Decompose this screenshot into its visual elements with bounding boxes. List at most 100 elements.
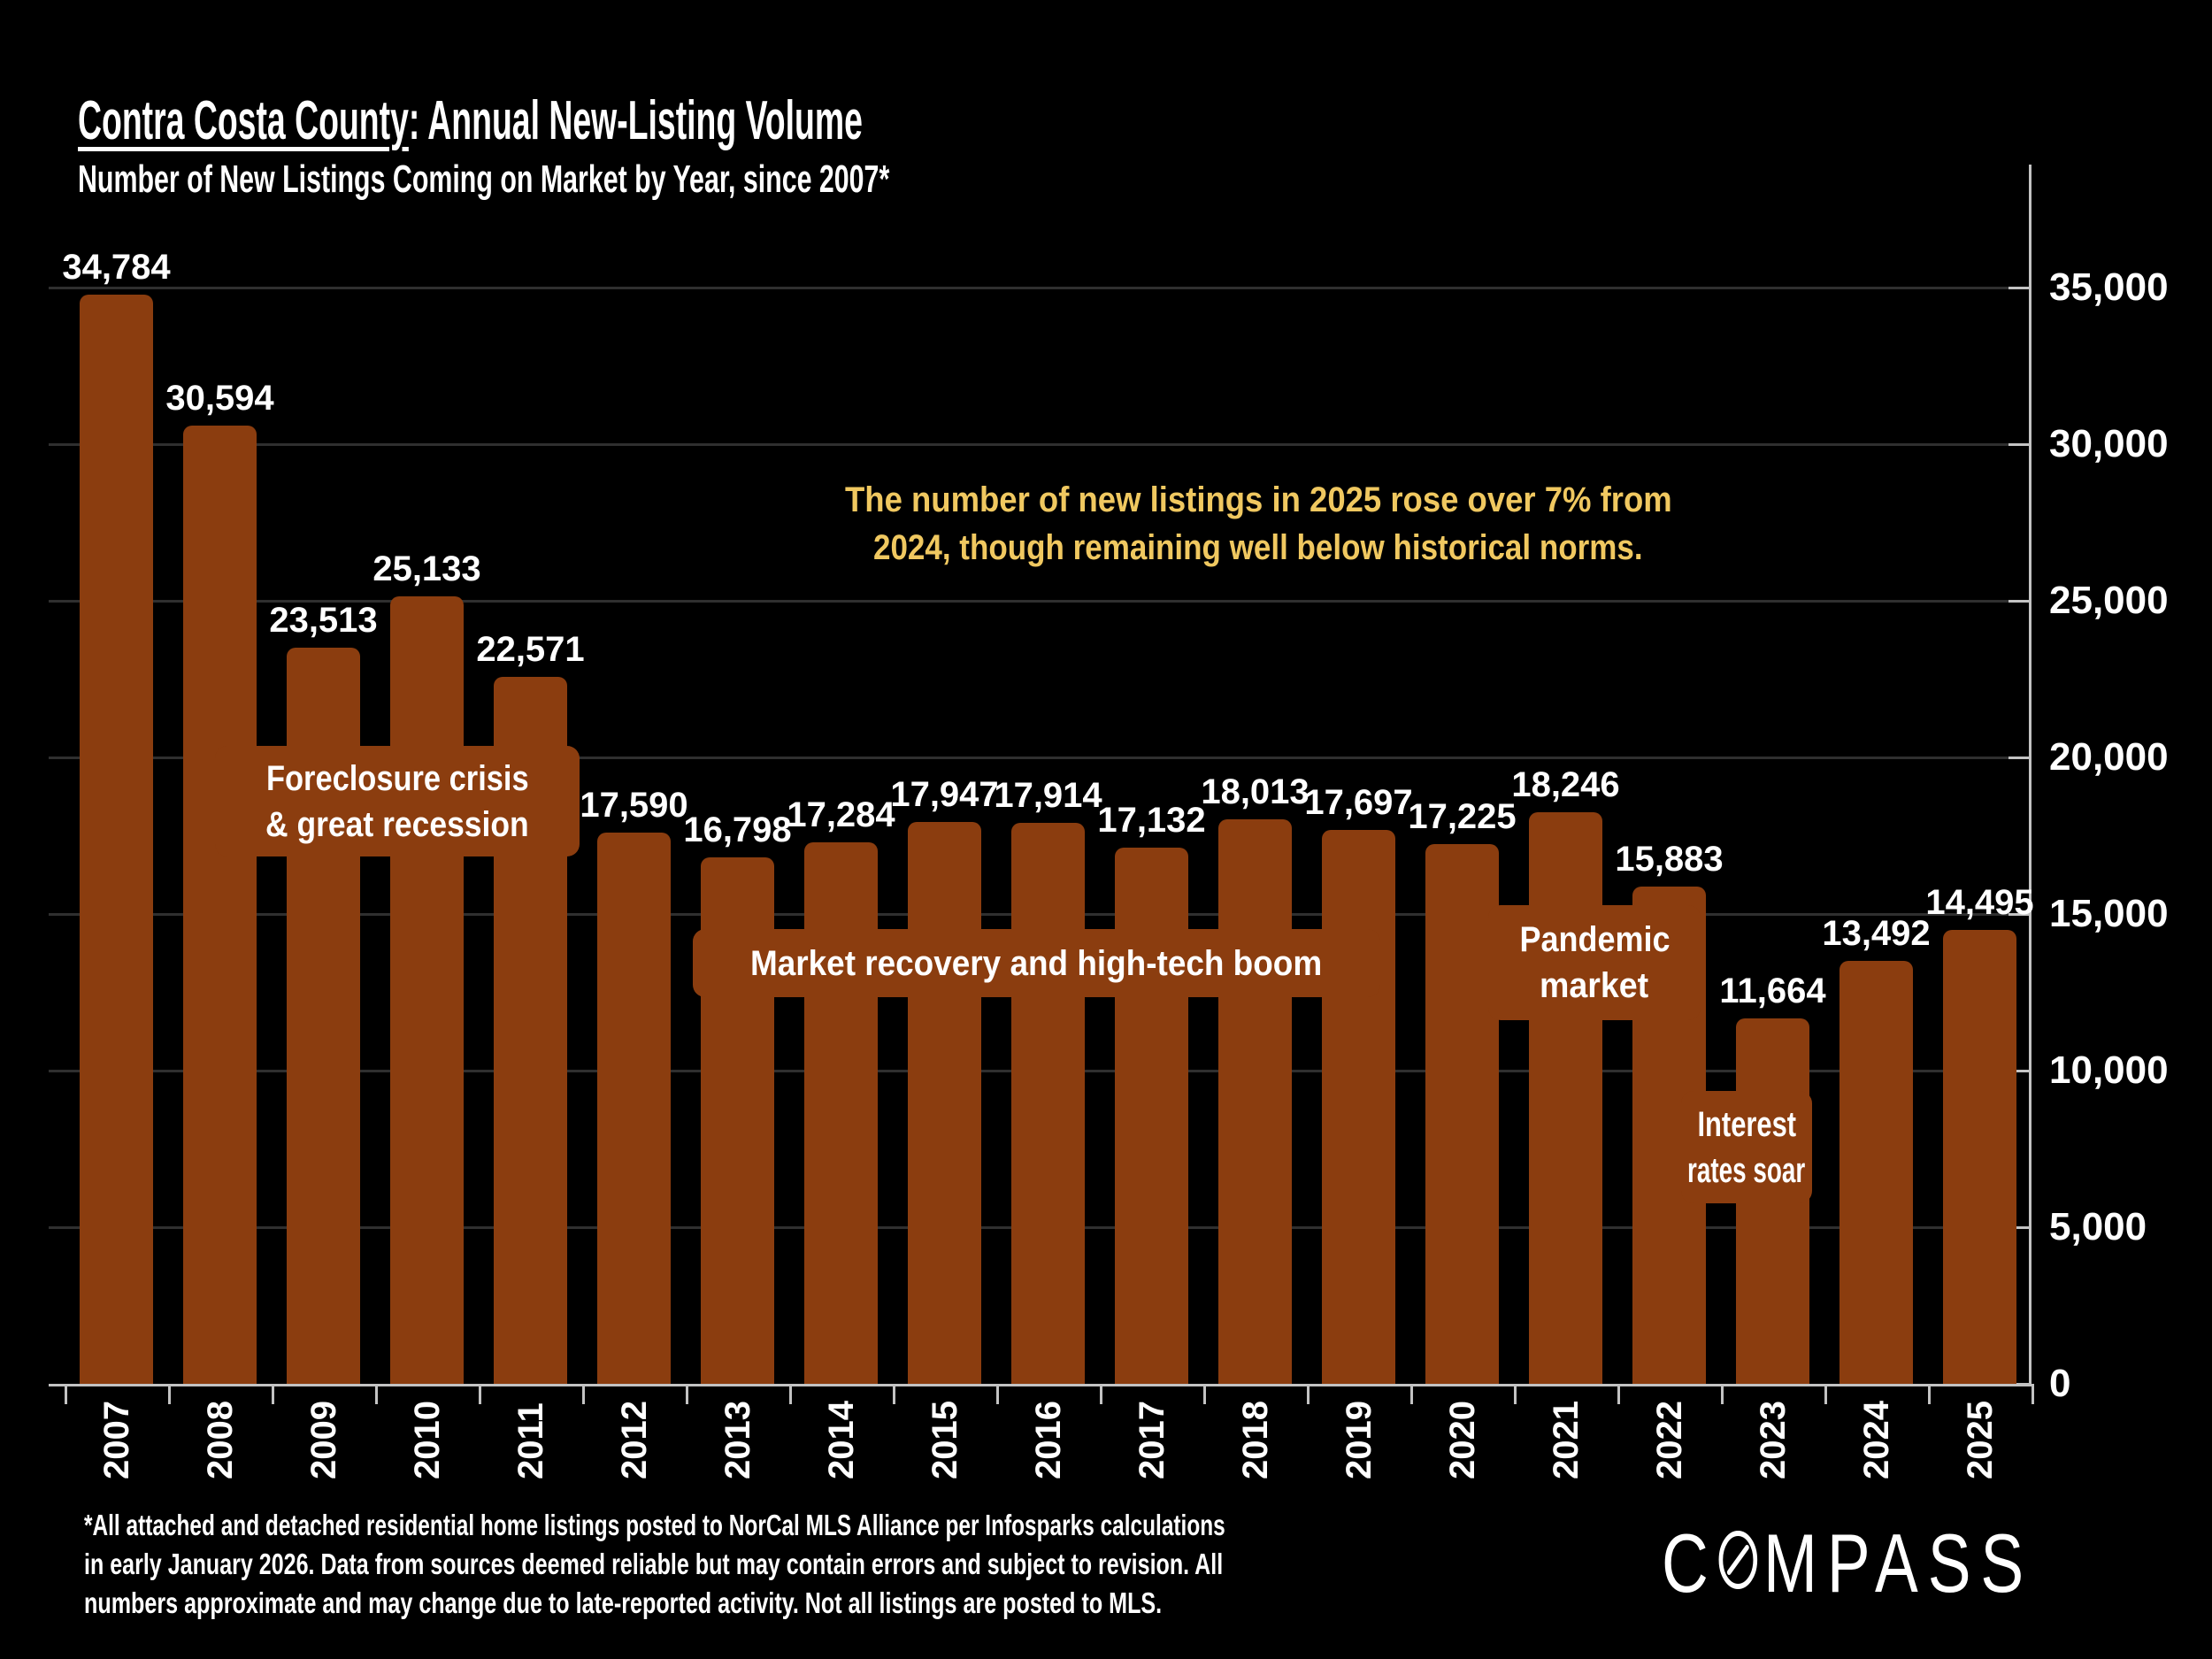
- x-axis-tick: [1100, 1386, 1102, 1404]
- x-axis-label: 2021: [1546, 1401, 1586, 1479]
- x-axis-label: 2020: [1442, 1401, 1482, 1479]
- bar-value-label: 17,914: [994, 776, 1102, 815]
- bar: [1322, 830, 1395, 1384]
- x-axis: [49, 1384, 2034, 1386]
- annotation-line: Pandemic: [1511, 917, 1678, 963]
- annotation-text: market: [1540, 966, 1649, 1005]
- annotation-box: Interest rates soar: [1681, 1091, 1812, 1203]
- y-axis-tick: [2008, 1070, 2029, 1072]
- x-axis-label: 2017: [1132, 1401, 1171, 1479]
- callout-text: The number of new listings in 2025 rose …: [550, 476, 1966, 572]
- footnote-line: *All attached and detached residential h…: [84, 1509, 1225, 1541]
- title-highlight: Contra Costa County: [78, 89, 409, 151]
- y-axis-label: 25,000: [2049, 579, 2169, 622]
- annotation-text: Foreclosure crisis: [265, 758, 529, 798]
- bar-value-label: 34,784: [62, 248, 171, 287]
- x-axis-label: 2014: [821, 1401, 861, 1479]
- x-axis-tick: [375, 1386, 378, 1404]
- bar: [597, 833, 671, 1384]
- x-axis-tick: [272, 1386, 274, 1404]
- bar-value-label: 17,947: [890, 775, 999, 814]
- x-axis-label: 2023: [1753, 1401, 1793, 1479]
- annotation-box: Market recovery and high-tech boom: [693, 929, 1380, 997]
- y-axis-tick: [2008, 757, 2029, 759]
- bar: [390, 596, 464, 1384]
- compass-logo: C MPASS: [1662, 1517, 2033, 1609]
- gridline: [49, 600, 2029, 603]
- bar: [1839, 961, 1913, 1384]
- bar-value-label: 18,246: [1511, 765, 1620, 804]
- y-axis-tick: [2008, 1383, 2029, 1386]
- annotation-line: Interest: [1683, 1102, 1811, 1148]
- bar-value-label: 17,697: [1304, 783, 1413, 822]
- bar: [1425, 844, 1499, 1384]
- bar: [1218, 819, 1292, 1384]
- x-axis-tick: [686, 1386, 688, 1404]
- bar-value-label: 22,571: [476, 630, 585, 669]
- logo-letter: C: [1662, 1517, 1718, 1609]
- annotation-line: & great recession: [249, 802, 546, 848]
- bar: [1115, 848, 1188, 1384]
- bar: [80, 295, 153, 1384]
- x-axis-tick: [1410, 1386, 1413, 1404]
- bar-value-label: 11,664: [1719, 972, 1826, 1010]
- bar-value-label: 17,225: [1408, 797, 1517, 836]
- y-axis-label: 30,000: [2049, 422, 2169, 465]
- bar-value-label: 16,798: [683, 810, 792, 849]
- bar-value-label: 17,284: [787, 795, 895, 834]
- x-axis-tick: [893, 1386, 895, 1404]
- footnote: *All attached and detached residential h…: [84, 1506, 2212, 1623]
- x-axis-label: 2012: [614, 1401, 654, 1479]
- bar-value-label: 25,133: [373, 549, 481, 588]
- x-axis-label: 2011: [511, 1402, 550, 1479]
- y-axis-label: 20,000: [2049, 735, 2169, 779]
- annotation-text: Pandemic: [1519, 920, 1670, 959]
- chart-subtitle: Number of New Listings Coming on Market …: [78, 157, 890, 201]
- y-axis-label: 10,000: [2049, 1048, 2169, 1092]
- bar: [908, 822, 981, 1384]
- x-axis-tick: [1307, 1386, 1310, 1404]
- y-axis: [2029, 165, 2032, 1386]
- bar-value-label: 15,883: [1615, 840, 1724, 879]
- x-axis-tick: [2032, 1386, 2034, 1404]
- annotation-text: rates soar: [1687, 1150, 1806, 1190]
- x-axis-tick: [1203, 1386, 1206, 1404]
- x-axis-label: 2013: [718, 1401, 757, 1479]
- y-axis-label: 5,000: [2049, 1205, 2147, 1248]
- title-rest: : Annual New-Listing Volume: [408, 89, 863, 151]
- y-axis-tick: [2008, 600, 2029, 603]
- bar-value-label: 17,132: [1097, 801, 1206, 840]
- y-axis-label: 15,000: [2049, 892, 2169, 935]
- annotation-line: Foreclosure crisis: [245, 756, 550, 802]
- x-axis-label: 2010: [407, 1401, 447, 1479]
- x-axis-label: 2019: [1339, 1401, 1379, 1479]
- x-axis-label: 2022: [1649, 1401, 1689, 1479]
- footnote-line: in early January 2026. Data from sources…: [84, 1548, 1224, 1580]
- bar: [1011, 823, 1085, 1384]
- y-axis-tick: [2008, 443, 2029, 446]
- x-axis-label: 2009: [303, 1401, 343, 1479]
- x-axis-tick: [168, 1386, 171, 1404]
- bar: [804, 842, 878, 1384]
- x-axis-label: 2024: [1856, 1401, 1896, 1479]
- y-axis-tick: [2008, 1226, 2029, 1229]
- footnote-line: numbers approximate and may change due t…: [84, 1586, 1163, 1619]
- gridline: [49, 443, 2029, 446]
- x-axis-tick: [789, 1386, 792, 1404]
- x-axis-tick: [65, 1386, 67, 1404]
- bar: [183, 426, 257, 1384]
- chart-title: Contra Costa County: Annual New-Listing …: [78, 89, 863, 151]
- x-axis-tick: [1514, 1386, 1517, 1404]
- callout-line: 2024, though remaining well below histor…: [873, 528, 1643, 567]
- y-axis-tick: [2008, 913, 2029, 916]
- gridline: [49, 757, 2029, 759]
- x-axis-tick: [996, 1386, 999, 1404]
- bar-value-label: 30,594: [165, 379, 274, 418]
- logo-letters: MPASS: [1763, 1517, 2034, 1609]
- x-axis-tick: [582, 1386, 585, 1404]
- x-axis-label: 2007: [96, 1401, 136, 1479]
- annotation-line: Market recovery and high-tech boom: [726, 941, 1346, 987]
- callout-line: The number of new listings in 2025 rose …: [844, 480, 1672, 519]
- bar-value-label: 14,495: [1925, 883, 2034, 922]
